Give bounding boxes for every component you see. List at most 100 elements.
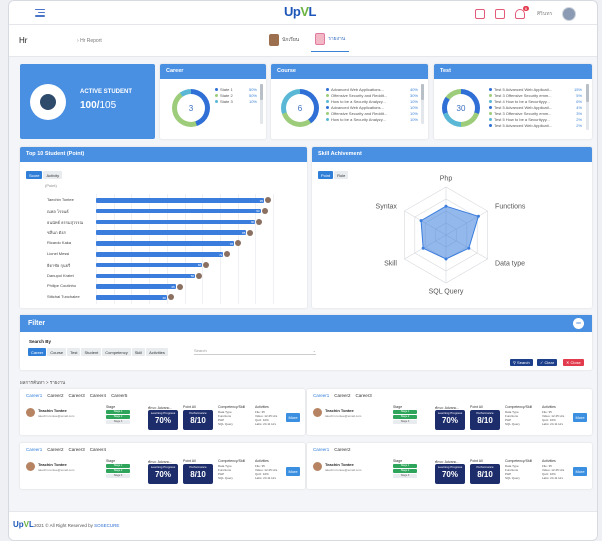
tab-career[interactable]: Career3 <box>355 393 372 398</box>
learning-progress: Learning Progress 70% <box>435 464 465 484</box>
document-icon[interactable] <box>495 9 505 19</box>
tab-career[interactable]: Career3 <box>68 393 85 398</box>
filter-pill-competency[interactable]: Competency <box>102 348 131 356</box>
activities-list: File: 35 Video: 12.25 Hrs Quiz: 10% Labs: 2… <box>542 464 564 480</box>
filter-pill-test[interactable]: Test <box>67 348 81 356</box>
radar-point[interactable] <box>421 246 425 250</box>
collapse-icon[interactable]: − <box>573 318 584 329</box>
filter-pill-activities[interactable]: Activities <box>146 348 168 356</box>
bar-avatar <box>265 197 272 204</box>
legend-label: Offensive Security and Reddit... <box>331 110 388 116</box>
tab-career[interactable]: Career1 <box>26 393 43 398</box>
activities-label: Activities <box>542 405 556 409</box>
bar[interactable] <box>96 262 203 268</box>
tab-career[interactable]: Career2 <box>47 447 64 452</box>
bar[interactable] <box>96 252 224 257</box>
bar[interactable] <box>96 230 247 235</box>
tab-career[interactable]: Career3 <box>68 447 85 452</box>
search-input[interactable]: Search ⌄ <box>194 348 316 355</box>
tab-report[interactable]: รายงาน <box>311 31 350 52</box>
filter-pill-skill[interactable]: Skill <box>131 348 146 356</box>
legend-item: State 2 50% <box>215 92 257 98</box>
bar[interactable] <box>96 273 196 279</box>
tab-career[interactable]: Career4 <box>89 447 107 452</box>
tab-point[interactable]: Point <box>318 171 334 179</box>
tab-score[interactable]: Score <box>26 171 43 179</box>
tab-career[interactable]: Career2 <box>334 393 351 398</box>
bar-value-label: 93 <box>256 209 260 214</box>
learning-progress-value: 70% <box>154 415 171 425</box>
breadcrumb-item: Hr Report <box>80 38 102 44</box>
tab-career[interactable]: Career4 <box>89 393 107 398</box>
menu-icon[interactable] <box>35 9 45 17</box>
copyright-text: 2021 © All Right Reserved by <box>34 523 93 528</box>
student-name: Teachin Tontee <box>38 462 67 467</box>
bell-icon[interactable]: 6 <box>515 6 529 19</box>
career-donut: 3 <box>172 89 210 127</box>
competency-item: Data Type <box>505 464 519 468</box>
top-icons: 6 ศิรินทร <box>475 6 577 21</box>
legend-pct: 10% <box>248 98 257 104</box>
radar-point[interactable] <box>444 204 448 208</box>
filter-pill-course[interactable]: Course <box>47 348 67 356</box>
footer: UpVL 2021 © All Right Reserved by SOSECU… <box>9 511 597 540</box>
scrollbar[interactable] <box>260 84 263 124</box>
filter-pill-student[interactable]: Student <box>81 348 102 356</box>
search-button[interactable]: ⚲ Search <box>510 359 533 366</box>
grid-line <box>273 194 274 304</box>
home-icon[interactable] <box>475 9 485 19</box>
radar-point[interactable] <box>476 214 480 218</box>
radar-point[interactable] <box>444 257 448 261</box>
tab-career[interactable]: Career2 <box>334 447 351 452</box>
tab-career[interactable]: Career2 <box>47 393 64 398</box>
logo[interactable]: UpVL <box>284 4 317 19</box>
bar[interactable] <box>96 241 235 246</box>
tab-activity[interactable]: Activity <box>43 171 63 179</box>
avatar[interactable] <box>562 7 577 21</box>
y-tick-label: Philipe Coutinho <box>47 283 77 289</box>
bar[interactable] <box>96 284 176 289</box>
tab-career[interactable]: Career1 <box>26 447 43 452</box>
bar[interactable] <box>96 208 261 214</box>
footer-brand[interactable]: SOSECURE <box>94 523 120 528</box>
stage-1: Stage 1 <box>393 410 417 414</box>
tab-career[interactable]: Career1 <box>313 447 330 452</box>
tab-student[interactable]: นักเรียน <box>265 31 303 52</box>
more-button[interactable]: More <box>573 467 587 476</box>
learning-progress-label: Learning Progress <box>437 465 463 469</box>
legend-item: Test 5 Advanced Web Applicati... 2% <box>489 122 582 128</box>
more-button[interactable]: More <box>573 413 587 422</box>
tab-role[interactable]: Role <box>334 171 349 179</box>
activities-list: File: 35 Video: 12.25 Hrs Quiz: 10% Labs: 2… <box>255 464 277 480</box>
grid-line <box>219 194 221 304</box>
filter-pill-career[interactable]: Career <box>28 348 47 356</box>
more-button[interactable]: More <box>286 467 300 476</box>
close-button[interactable]: ✕ Close <box>563 359 584 366</box>
bar-avatar <box>176 283 183 290</box>
tab-career[interactable]: Career5 <box>111 393 128 398</box>
grid-line <box>131 194 132 304</box>
career-card: Career 3 State 1 50% State 2 50% State 3 10% <box>160 64 266 139</box>
legend-dot <box>489 117 492 121</box>
more-button[interactable]: More <box>286 413 300 422</box>
test-legend: Test 5 Advanced Web Applicati... 15% Test … <box>489 86 582 128</box>
tab-career[interactable]: Career1 <box>313 393 330 398</box>
clear-button[interactable]: ✓ Clear <box>537 359 558 366</box>
radar-point[interactable] <box>419 219 423 223</box>
legend-pct: 40% <box>409 86 418 92</box>
legend-pct: 10% <box>409 104 418 110</box>
activity-item: File: 35 <box>255 464 265 468</box>
scrollbar[interactable] <box>586 84 589 130</box>
bar[interactable] <box>96 198 265 203</box>
performance: Performance 8/10 <box>470 464 500 484</box>
scrollbar[interactable] <box>421 84 424 124</box>
legend-dot <box>215 87 218 91</box>
bar[interactable] <box>96 295 167 300</box>
competency-label: Competency/Skill <box>505 405 533 409</box>
student-card: Career1 Career2 Career3 Career4 Teachin Tont… <box>20 443 305 489</box>
legend-item: Advanced Web Applications... 10% <box>326 104 418 110</box>
radar-point[interactable] <box>467 246 471 250</box>
bar[interactable] <box>96 219 256 225</box>
radar-axis-label: Functions <box>495 204 526 211</box>
result-breadcrumb: ผลการค้นหา > รายงาน <box>20 380 66 385</box>
